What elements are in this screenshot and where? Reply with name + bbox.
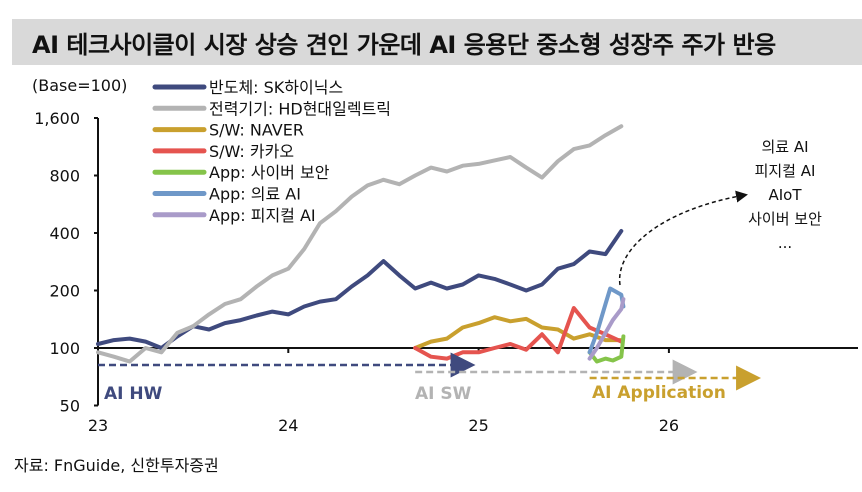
legend-label: 전력기기: HD현대일렉트릭 (209, 99, 391, 118)
series-line-5 (587, 286, 626, 355)
legend-label: App: 사이버 보안 (209, 163, 330, 182)
series-line-3 (413, 306, 624, 361)
source-note: 자료: FnGuide, 신한투자증권 (14, 456, 219, 475)
phase-label: AI HW (104, 384, 163, 404)
series-line-6 (587, 297, 626, 361)
series-line-2 (413, 315, 624, 350)
series-line-0 (96, 229, 624, 350)
x-tick-label: 23 (88, 416, 108, 435)
legend-label: S/W: 카카오 (209, 142, 294, 161)
y-tick-label: 1,600 (34, 109, 80, 128)
series-line-4 (587, 334, 626, 364)
outlook-item: ... (778, 234, 792, 252)
y-axis-label: (Base=100) (32, 76, 127, 95)
y-tick-label: 400 (49, 224, 80, 243)
outlook-item: 의료 AI (761, 138, 808, 156)
outlook-item: 피지컬 AI (755, 162, 816, 180)
phase-label: AI SW (415, 384, 472, 404)
x-tick-label: 26 (659, 416, 679, 435)
outlook-arrow (618, 190, 748, 286)
y-tick-label: 200 (49, 282, 80, 301)
chart-title: AI 테크사이클이 시장 상승 견인 가운데 AI 응용단 중소형 성장주 주가… (32, 31, 776, 59)
title-band: AI 테크사이클이 시장 상승 견인 가운데 AI 응용단 중소형 성장주 주가… (12, 19, 862, 65)
phase-label: AI Application (592, 383, 726, 403)
legend-label: App: 피지컬 AI (209, 206, 316, 225)
legend-label: App: 의료 AI (209, 185, 301, 204)
x-tick-label: 25 (468, 416, 488, 435)
legend-label: S/W: NAVER (209, 121, 304, 140)
series-line-1 (96, 124, 624, 364)
x-tick-label: 24 (278, 416, 298, 435)
outlook-item: 사이버 보안 (748, 210, 822, 228)
y-tick-label: 800 (49, 167, 80, 186)
legend-label: 반도체: SK하이닉스 (209, 78, 343, 97)
outlook-item: AIoT (768, 186, 802, 204)
y-tick-label: 100 (49, 339, 80, 358)
y-tick-label: 50 (60, 397, 80, 416)
